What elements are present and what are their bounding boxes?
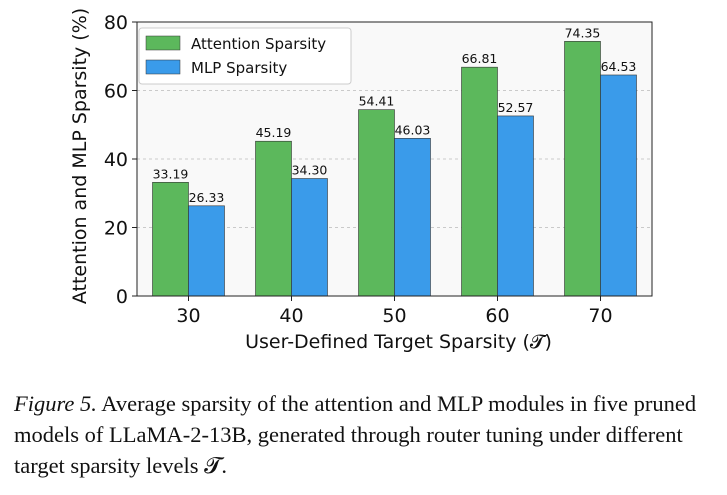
y-axis-label: Attention and MLP Sparsity (%) [69,8,91,304]
bar-value-label: 66.81 [462,51,498,66]
attention-bar [152,182,189,297]
figure-caption: Figure 5. Average sparsity of the attent… [14,388,720,481]
legend-entry: Attention Sparsity [191,35,326,53]
legend-entry: MLP Sparsity [191,59,287,77]
x-tick-label: 30 [176,305,200,327]
bar-value-label: 64.53 [601,59,637,74]
bar-value-label: 26.33 [189,190,225,205]
figure-label: Figure 5. [14,391,97,416]
legend-box [138,27,352,85]
attention-bar [358,109,395,297]
bar-value-label: 54.41 [359,94,395,109]
attention-bar [564,41,601,297]
bar-value-label: 45.19 [256,125,292,140]
legend-swatch [145,59,181,75]
caption-text: Average sparsity of the attention and ML… [14,391,697,478]
x-axis-label: User-Defined Target Sparsity (𝓣) [245,331,552,353]
y-tick-label: 60 [104,81,128,103]
y-tick-label: 40 [104,149,128,171]
y-tick-label: 0 [116,286,128,308]
x-tick-label: 70 [588,305,612,327]
legend: Attention Sparsity MLP Sparsity [138,27,352,85]
mlp-bar [188,205,225,297]
legend-swatch [145,35,181,51]
mlp-bar [600,74,637,297]
mlp-bar [497,115,534,297]
bar-value-label: 52.57 [498,100,534,115]
bar-value-label: 46.03 [395,122,431,137]
y-tick-label: 80 [104,12,128,34]
y-ticks: 0 20 40 60 80 [104,12,137,308]
mlp-bar [394,138,431,297]
x-tick-label: 40 [279,305,303,327]
bar-value-label: 33.19 [153,166,189,181]
x-ticks: 30 40 50 60 70 [176,296,613,327]
attention-bar [255,140,292,297]
mlp-bar [291,178,328,297]
bars [152,41,637,297]
attention-bar [461,66,498,297]
x-tick-label: 50 [382,305,406,327]
bar-value-label: 34.30 [292,163,328,178]
bar-value-label: 74.35 [565,25,601,40]
y-tick-label: 20 [104,218,128,240]
x-tick-label: 60 [485,305,509,327]
